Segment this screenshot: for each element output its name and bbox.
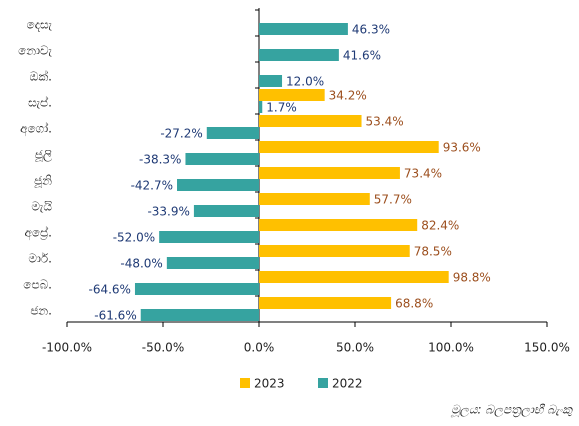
bar — [259, 101, 263, 113]
value-label: 53.4% — [366, 115, 404, 129]
category-label: ජූලි — [35, 148, 52, 163]
category-label: පෙබ. — [23, 278, 52, 292]
bar — [185, 153, 259, 165]
legend-label: 2023 — [254, 377, 285, 391]
category-label: අප්‍රේ. — [24, 225, 52, 240]
bar — [259, 245, 410, 257]
bar — [259, 219, 418, 231]
category-label: ඔක්. — [30, 69, 52, 83]
category-label: සැප්. — [28, 95, 52, 109]
legend-swatch — [240, 378, 250, 388]
bar — [193, 205, 259, 217]
x-tick-label: 150.0% — [524, 341, 570, 355]
category-label: දෙසැ — [27, 18, 53, 32]
bar — [259, 75, 283, 87]
value-label: 57.7% — [374, 193, 412, 207]
value-label: 82.4% — [421, 219, 459, 233]
value-label: 68.8% — [395, 297, 433, 311]
value-label: -27.2% — [160, 127, 202, 141]
category-label: ජූනි — [34, 174, 52, 189]
bar — [259, 89, 325, 101]
value-label: 73.4% — [404, 167, 442, 181]
x-tick-label: -50.0% — [142, 341, 184, 355]
value-label: -38.3% — [139, 153, 181, 167]
category-label: ජන. — [30, 304, 52, 318]
value-label: -61.6% — [94, 309, 136, 323]
value-label: 41.6% — [343, 49, 381, 63]
x-tick-label: 50.0% — [336, 341, 374, 355]
category-label: මැයි — [31, 200, 52, 214]
value-label: 1.7% — [266, 101, 297, 115]
bar — [259, 23, 348, 35]
x-tick-label: 100.0% — [428, 341, 474, 355]
value-label: -33.9% — [147, 205, 189, 219]
value-label: -64.6% — [89, 283, 131, 297]
category-label: අගෝ. — [20, 122, 52, 137]
value-label: -42.7% — [131, 179, 173, 193]
bar — [259, 115, 362, 127]
bar — [177, 179, 259, 191]
value-label: 12.0% — [286, 75, 324, 89]
bar — [134, 283, 259, 295]
value-label: 93.6% — [443, 141, 481, 155]
value-label: 46.3% — [352, 23, 390, 37]
category-label: මාර්. — [28, 252, 52, 266]
legend-swatch — [318, 378, 328, 388]
bar — [259, 141, 439, 153]
bar — [259, 297, 392, 309]
value-label: 78.5% — [414, 245, 452, 259]
source-note: මූලය: බලපත්‍රලාභී බැංකු — [451, 403, 574, 419]
bar — [206, 127, 259, 139]
value-label: -52.0% — [113, 231, 155, 245]
value-label: -48.0% — [120, 257, 162, 271]
bar — [159, 231, 259, 243]
bar — [259, 193, 370, 205]
bar — [166, 257, 259, 269]
bar — [140, 309, 259, 321]
value-label: 98.8% — [453, 271, 491, 285]
x-tick-label: 0.0% — [244, 341, 275, 355]
category-label: නොවැ — [18, 44, 52, 58]
bar — [259, 49, 339, 61]
bar — [259, 271, 449, 283]
value-label: 34.2% — [329, 89, 367, 103]
legend-label: 2022 — [332, 377, 363, 391]
x-tick-label: -100.0% — [42, 341, 92, 355]
bar — [259, 167, 400, 179]
